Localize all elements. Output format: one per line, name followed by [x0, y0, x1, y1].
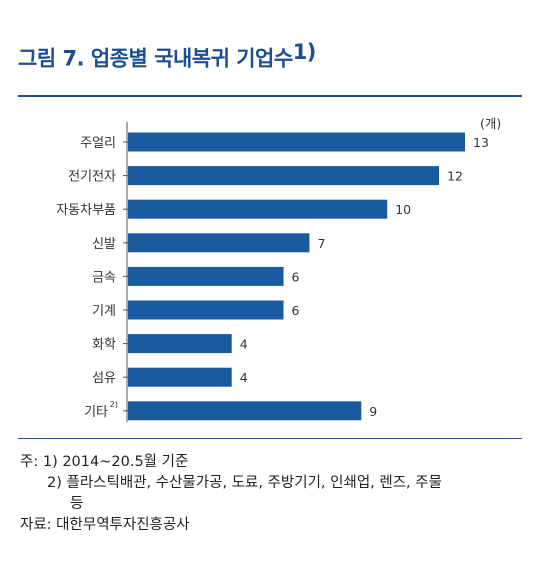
value-label: 7: [317, 236, 325, 251]
note-1: 주: 1) 2014~20.5월 기준: [20, 452, 525, 473]
chart-title-area: 그림 7. 업종별 국내복귀 기업수1): [18, 40, 522, 72]
value-label: 4: [240, 370, 248, 385]
value-label: 10: [395, 202, 411, 217]
value-label: 6: [292, 269, 300, 284]
title-footnote-marker: 1): [292, 40, 317, 64]
category-footnote-marker: 2): [110, 400, 118, 409]
value-label: 9: [369, 404, 377, 419]
bar-기계: [128, 300, 284, 320]
bar-chart: (개) 주얼리 13 전기전자 12 자동차부품 10 신발 7 금속 6 기계 6 화학 4 섬유 4 기타2…: [56, 116, 501, 422]
bar-섬유: [128, 367, 232, 387]
category-label: 주얼리: [80, 136, 116, 151]
bar-금속: [128, 266, 284, 286]
category-label: 기타: [84, 405, 108, 420]
bar-자동차부품: [128, 199, 388, 219]
source-line: 자료: 대한무역투자진흥공사: [20, 517, 190, 533]
value-label: 4: [240, 337, 248, 352]
category-label: 자동차부품: [56, 203, 116, 218]
value-label: 13: [473, 135, 489, 150]
category-label: 신발: [92, 237, 116, 252]
note-2-line2: 등: [70, 496, 84, 512]
notes-section: 주: 1) 2014~20.5월 기준 2) 플라스틱배관, 수산물가공, 도료…: [20, 452, 525, 536]
bar-전기전자: [128, 166, 440, 186]
category-label: 금속: [92, 270, 116, 285]
category-label: 기계: [92, 304, 116, 319]
category-label: 섬유: [92, 371, 116, 386]
notes-prefix: 주:: [20, 454, 39, 470]
title-divider: [18, 95, 522, 97]
note-2-line1: 2) 플라스틱배관, 수산물가공, 도료, 주방기기, 인쇄업, 렌즈, 주물: [47, 475, 442, 491]
bar-신발: [128, 233, 310, 253]
category-label: 화학: [92, 338, 116, 353]
bar-화학: [128, 334, 232, 354]
category-label: 전기전자: [68, 170, 116, 185]
bar-기타: [128, 401, 362, 421]
bars-group: 주얼리 13 전기전자 12 자동차부품 10 신발 7 금속 6 기계 6 화학 4 섬유 4 기타2) 9: [56, 132, 489, 421]
bar-주얼리: [128, 132, 465, 152]
value-label: 6: [292, 303, 300, 318]
unit-label: (개): [480, 116, 501, 131]
chart-bottom-divider: [18, 438, 522, 439]
chart-title: 그림 7. 업종별 국내복귀 기업수: [18, 46, 293, 71]
value-label: 12: [447, 169, 463, 184]
note-1-text: 1) 2014~20.5월 기준: [42, 454, 189, 470]
